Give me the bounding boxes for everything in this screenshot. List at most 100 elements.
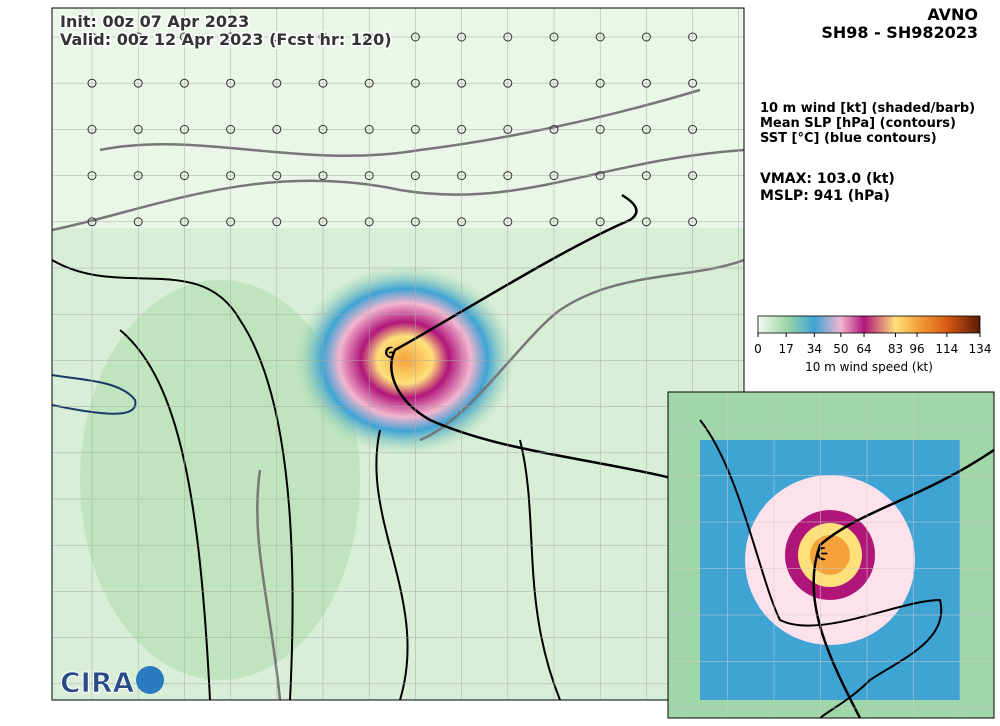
colorbar-tick-label: 83 [888, 342, 903, 356]
calm-marker [226, 217, 236, 227]
colorbar-tick-label: 64 [856, 342, 871, 356]
calm-marker [364, 32, 374, 42]
calm-marker [688, 171, 698, 181]
land-wind [80, 280, 360, 680]
mslp: MSLP: 941 (hPa) [760, 188, 890, 204]
calm-marker [226, 171, 236, 181]
calm-marker [410, 78, 420, 88]
calm-marker [272, 32, 282, 42]
coastline [256, 469, 282, 700]
calm-marker [457, 171, 467, 181]
calm-marker [595, 78, 605, 88]
calm-marker [179, 217, 189, 227]
coastline [419, 258, 744, 442]
calm-marker [364, 171, 374, 181]
coastline [52, 148, 744, 232]
slp-contour [699, 419, 943, 718]
calm-marker [549, 217, 559, 227]
colorbar-scale [757, 315, 981, 334]
calm-marker [318, 32, 328, 42]
calm-marker [133, 32, 143, 42]
calm-marker [179, 124, 189, 134]
cira-logo: CIRA [60, 666, 164, 700]
slp-contour [519, 439, 561, 700]
calm-marker [133, 124, 143, 134]
calm-marker [595, 217, 605, 227]
calm-marker [133, 171, 143, 181]
calm-marker [457, 32, 467, 42]
calm-marker [318, 217, 328, 227]
calm-marker [364, 78, 374, 88]
calm-marker [688, 32, 698, 42]
colorbar-tick-label: 114 [935, 342, 958, 356]
calm-marker [457, 78, 467, 88]
calm-marker [641, 124, 651, 134]
storm-symbol: ૯ [385, 342, 396, 363]
calm-marker [503, 217, 513, 227]
legend-line: SST [°C] (blue contours) [760, 131, 937, 146]
calm-marker [641, 78, 651, 88]
calm-marker [549, 171, 559, 181]
calm-marker [87, 78, 97, 88]
inset-grid [668, 392, 994, 718]
calm-marker [87, 171, 97, 181]
calm-marker [272, 124, 282, 134]
legend-line: 10 m wind [kt] (shaded/barb) [760, 101, 975, 116]
sst-contour [52, 374, 137, 415]
init-time: Init: 00z 07 Apr 2023 [60, 12, 249, 31]
colorbar-tick-label: 17 [779, 342, 794, 356]
calm-marker [226, 32, 236, 42]
calm-marker [133, 78, 143, 88]
vmax: VMAX: 103.0 (kt) [760, 171, 895, 187]
calm-marker [179, 78, 189, 88]
main-map: ૯ [52, 8, 744, 700]
calm-marker [641, 171, 651, 181]
colorbar-tick-label: 96 [909, 342, 924, 356]
colorbar-tick-label: 0 [754, 342, 762, 356]
calm-marker [364, 124, 374, 134]
valid-time: Valid: 00z 12 Apr 2023 (Fcst hr: 120) [60, 30, 392, 49]
calm-marker [549, 78, 559, 88]
storm-id: SH98 - SH982023 [821, 23, 978, 42]
calm-marker [688, 217, 698, 227]
calm-marker [503, 171, 513, 181]
calm-marker [410, 217, 420, 227]
slp-contour [375, 429, 409, 700]
calm-marker [226, 124, 236, 134]
calm-marker [87, 217, 97, 227]
calm-marker [272, 171, 282, 181]
colorbar-tick-label: 134 [969, 342, 992, 356]
inset-frame [667, 391, 995, 719]
map-grid [52, 8, 744, 700]
calm-marker [410, 171, 420, 181]
slp-contour [52, 259, 294, 700]
colorbar-tick-label: 34 [807, 342, 822, 356]
legend-line: Mean SLP [hPa] (contours) [760, 116, 956, 131]
calm-marker [688, 124, 698, 134]
calm-marker [410, 124, 420, 134]
calm-marker [410, 32, 420, 42]
calm-marker [641, 32, 651, 42]
calm-marker [595, 124, 605, 134]
colorbar-tick-label: 50 [833, 342, 848, 356]
colorbar: 10 m wind speed (kt) 0 17 34 50 64 83 96 114 134 [754, 315, 992, 374]
calm-marker [549, 124, 559, 134]
calm-marker [318, 124, 328, 134]
calm-marker [503, 32, 513, 42]
calm-marker [179, 171, 189, 181]
north-region [52, 8, 744, 228]
calm-marker [226, 78, 236, 88]
calm-marker [457, 124, 467, 134]
calm-marker [179, 32, 189, 42]
calm-marker [503, 124, 513, 134]
calm-marker [272, 78, 282, 88]
calm-marker [364, 217, 374, 227]
calm-marker [318, 171, 328, 181]
calm-marker [595, 171, 605, 181]
slp-contour [119, 329, 211, 700]
calm-marker [87, 124, 97, 134]
model-name: AVNO [927, 5, 978, 24]
colorbar-label: 10 m wind speed (kt) [805, 360, 933, 374]
storm-shading [295, 265, 515, 455]
